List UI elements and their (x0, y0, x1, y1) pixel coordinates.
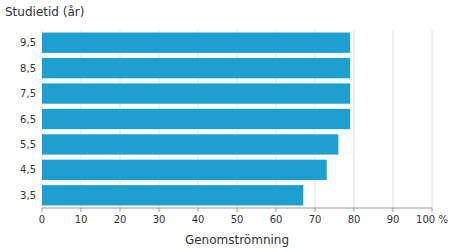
x-tick-label: 70 (309, 214, 322, 225)
x-tick-label: 100 % (416, 214, 448, 225)
x-tick (276, 208, 277, 212)
y-tick-label: 9,5 (20, 37, 36, 48)
x-tick-label: 10 (75, 214, 88, 225)
grid-line (432, 30, 433, 208)
bars (42, 33, 350, 206)
y-tick-label: 5,5 (20, 139, 36, 150)
x-axis-line (42, 208, 432, 209)
y-axis: 3,5 4,5 5,5 6,5 7,5 8,5 9,5 (20, 37, 36, 201)
x-tick (354, 208, 355, 212)
y-tick-label: 6,5 (20, 114, 36, 125)
bar (42, 160, 327, 180)
x-tick-label: 0 (39, 214, 45, 225)
bar (42, 185, 303, 205)
x-tick (432, 208, 433, 212)
x-tick (393, 208, 394, 212)
x-tick-label: 80 (348, 214, 361, 225)
x-tick-label: 30 (153, 214, 166, 225)
y-tick-label: 3,5 (20, 190, 36, 201)
bar (42, 83, 350, 103)
x-tick-label: 90 (387, 214, 400, 225)
bar (42, 109, 350, 129)
y-axis-label: Studietid (år) (5, 5, 84, 19)
grid-line (354, 30, 355, 208)
grid (42, 30, 432, 208)
grid-line (393, 30, 394, 208)
chart-container: 0 10 20 30 40 50 60 70 80 90 100 % 3,5 4,5 5,5 6,5 7,5 8… (0, 0, 454, 252)
bar (42, 58, 350, 78)
bar (42, 134, 338, 154)
bar (42, 33, 350, 53)
x-axis: 0 10 20 30 40 50 60 70 80 90 100 % (39, 208, 448, 225)
y-tick-label: 8,5 (20, 63, 36, 74)
x-axis-label: Genomströmning (185, 233, 289, 247)
x-tick-label: 40 (192, 214, 205, 225)
y-tick-label: 4,5 (20, 164, 36, 175)
x-tick-label: 20 (114, 214, 127, 225)
x-tick (120, 208, 121, 212)
x-tick-label: 50 (231, 214, 244, 225)
x-tick-label: 60 (270, 214, 283, 225)
x-tick (42, 208, 43, 212)
x-tick (198, 208, 199, 212)
x-tick (81, 208, 82, 212)
chart: 0 10 20 30 40 50 60 70 80 90 100 % 3,5 4,5 5,5 6,5 7,5 8… (0, 0, 454, 252)
y-tick-label: 7,5 (20, 88, 36, 99)
x-tick (315, 208, 316, 212)
x-tick (159, 208, 160, 212)
x-tick (237, 208, 238, 212)
